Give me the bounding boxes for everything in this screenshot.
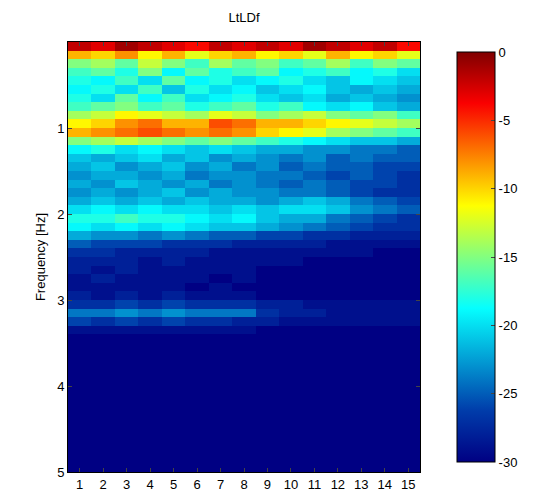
svg-text:13: 13 xyxy=(354,477,368,492)
svg-text:-15: -15 xyxy=(499,250,518,265)
svg-text:11: 11 xyxy=(308,477,322,492)
svg-text:5: 5 xyxy=(57,465,64,480)
svg-text:3: 3 xyxy=(57,293,64,308)
svg-text:3: 3 xyxy=(123,477,130,492)
svg-text:0: 0 xyxy=(499,45,506,60)
svg-text:7: 7 xyxy=(217,477,224,492)
svg-text:4: 4 xyxy=(57,379,64,394)
svg-text:Frequency [Hz]: Frequency [Hz] xyxy=(33,213,48,301)
svg-text:6: 6 xyxy=(193,477,200,492)
svg-text:1: 1 xyxy=(76,477,83,492)
svg-text:-5: -5 xyxy=(499,113,511,128)
svg-text:10: 10 xyxy=(284,477,298,492)
svg-text:2: 2 xyxy=(100,477,107,492)
svg-text:14: 14 xyxy=(378,477,392,492)
svg-text:5: 5 xyxy=(170,477,177,492)
svg-text:-30: -30 xyxy=(499,455,518,470)
svg-text:-25: -25 xyxy=(499,386,518,401)
svg-text:9: 9 xyxy=(264,477,271,492)
svg-text:LtLDf: LtLDf xyxy=(228,10,259,25)
svg-text:15: 15 xyxy=(401,477,415,492)
svg-text:-10: -10 xyxy=(499,181,518,196)
svg-text:8: 8 xyxy=(240,477,247,492)
svg-text:12: 12 xyxy=(331,477,345,492)
svg-text:4: 4 xyxy=(147,477,154,492)
svg-text:1: 1 xyxy=(57,121,64,136)
svg-text:-20: -20 xyxy=(499,318,518,333)
svg-text:2: 2 xyxy=(57,207,64,222)
